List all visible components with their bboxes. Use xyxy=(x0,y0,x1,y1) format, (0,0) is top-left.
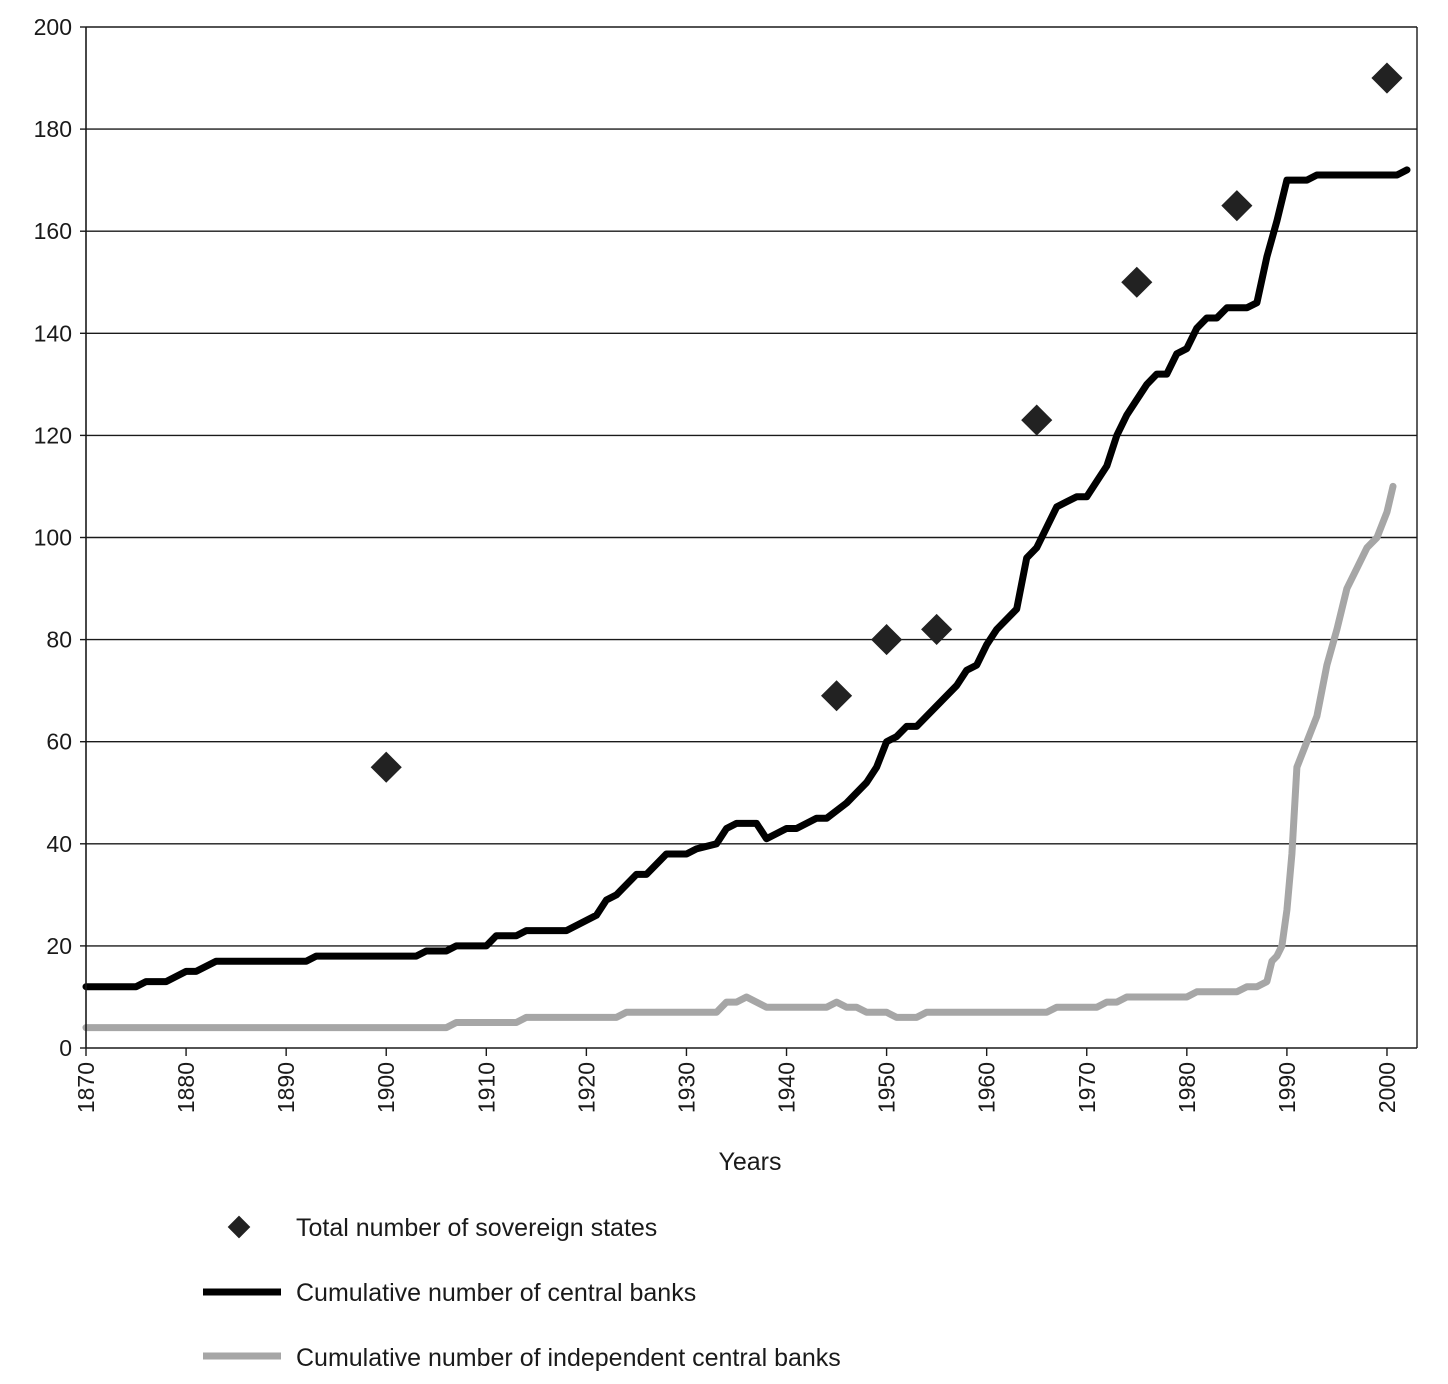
y-tick-label-60: 60 xyxy=(46,729,72,755)
independent-central-banks-line xyxy=(82,482,1397,1032)
legend: Total number of sovereign states Cumulat… xyxy=(203,1214,841,1372)
x-tick-label-1910: 1910 xyxy=(473,1062,499,1113)
y-tick-label-0: 0 xyxy=(59,1035,72,1061)
y-tick-label-120: 120 xyxy=(34,422,72,448)
legend-item-central-banks: Cumulative number of central banks xyxy=(203,1279,696,1307)
y-tick-label-80: 80 xyxy=(46,627,72,653)
legend-label-central-banks: Cumulative number of central banks xyxy=(296,1279,696,1307)
sovereign-states-point-1975 xyxy=(1121,266,1153,298)
x-tick-label-1930: 1930 xyxy=(673,1062,699,1113)
y-tick-label-160: 160 xyxy=(34,218,72,244)
sovereign-states-point-1965 xyxy=(1021,404,1053,436)
x-tick-label-1970: 1970 xyxy=(1074,1062,1100,1113)
y-tick-label-200: 200 xyxy=(34,14,72,40)
y-tick-label-40: 40 xyxy=(46,831,72,857)
y-tick-label-180: 180 xyxy=(34,116,72,142)
y-tick-label-140: 140 xyxy=(34,320,72,346)
x-axis-title: Years xyxy=(718,1148,781,1176)
legend-label-states: Total number of sovereign states xyxy=(296,1214,657,1242)
sovereign-states-point-1900 xyxy=(370,751,402,783)
y-tick-label-20: 20 xyxy=(46,933,72,959)
central-banks-line xyxy=(82,166,1411,991)
x-tick-label-1890: 1890 xyxy=(273,1062,299,1113)
x-tick-label-1960: 1960 xyxy=(974,1062,1000,1113)
x-tick-label-1950: 1950 xyxy=(874,1062,900,1113)
x-tick-label-1900: 1900 xyxy=(373,1062,399,1113)
x-tick-label-2000: 2000 xyxy=(1374,1062,1400,1113)
x-tick-label-1940: 1940 xyxy=(774,1062,800,1113)
x-tick-label-1880: 1880 xyxy=(173,1062,199,1113)
x-tick-label-1990: 1990 xyxy=(1274,1062,1300,1113)
x-tick-label-1980: 1980 xyxy=(1174,1062,1200,1113)
axes: 0 20 40 60 80 100 120 140 160 180 200 1870 1880 1890 1… xyxy=(34,14,1418,1113)
x-tick-label-1870: 1870 xyxy=(73,1062,99,1113)
x-tick-label-1920: 1920 xyxy=(573,1062,599,1113)
legend-label-independent-banks: Cumulative number of independent central… xyxy=(296,1344,841,1372)
y-tick-label-100: 100 xyxy=(34,525,72,551)
legend-item-independent-banks: Cumulative number of independent central… xyxy=(203,1344,841,1372)
